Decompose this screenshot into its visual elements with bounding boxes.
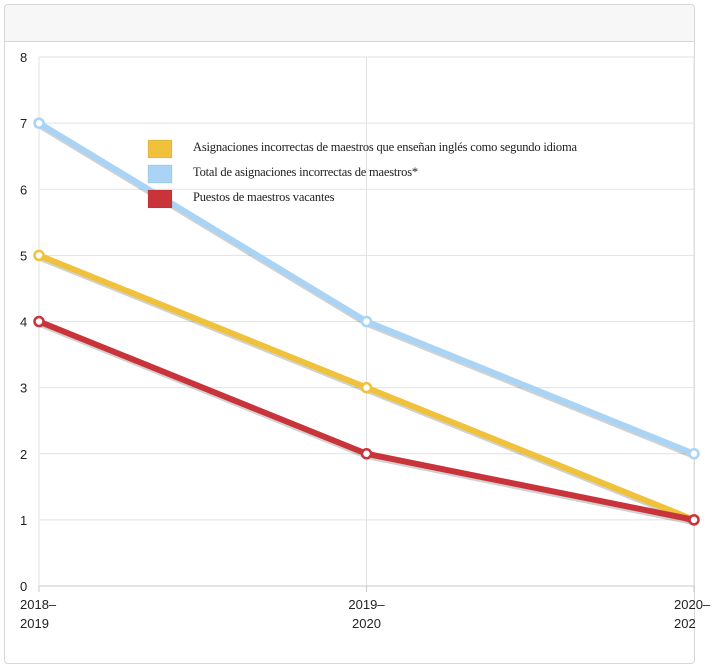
legend-label: Total de asignaciones incorrectas de mae… [193,165,418,179]
x-tick-label: 202 [674,616,696,631]
x-tick-label: 2018– [20,597,57,612]
x-tick-label: 2020– [674,597,711,612]
data-point [33,315,45,328]
chart-frame [4,4,695,664]
data-point [688,514,700,526]
y-tick-label: 3 [20,381,27,396]
y-tick-label: 5 [20,248,27,263]
data-point [33,249,45,262]
legend-label: Asignaciones incorrectas de maestros que… [193,140,577,154]
x-tick-label: 2019 [20,616,49,631]
legend-label: Puestos de maestros vacantes [193,190,335,204]
data-point [360,315,373,328]
y-tick-label: 4 [20,315,27,330]
x-axis-ticks: 2018– 2019 2019– 2020 2020– 202 [20,586,711,631]
y-tick-label: 7 [20,116,27,131]
data-point [688,448,700,460]
legend-swatch [147,164,173,184]
data-point [360,448,373,460]
data-point [33,117,45,129]
line-chart: 0 1 2 3 4 5 6 7 8 2018– 2019 2019– 2020 2020– 202 Asi… [20,50,711,631]
y-tick-label: 1 [20,513,27,528]
legend-swatch [147,189,173,209]
y-tick-label: 8 [20,50,27,65]
x-tick-label: 2019– [348,597,385,612]
chart-header-bar [5,5,694,42]
y-tick-label: 6 [20,182,27,197]
y-tick-label: 0 [20,579,27,594]
x-tick-label: 2020 [352,616,381,631]
series-line-shadow [38,320,696,526]
legend-swatch [147,139,173,159]
series-lines [33,117,700,526]
data-point [360,381,373,394]
legend: Asignaciones incorrectas de maestros que… [147,139,578,209]
y-axis-ticks: 0 1 2 3 4 5 6 7 8 [20,50,27,594]
y-tick-label: 2 [20,447,27,462]
